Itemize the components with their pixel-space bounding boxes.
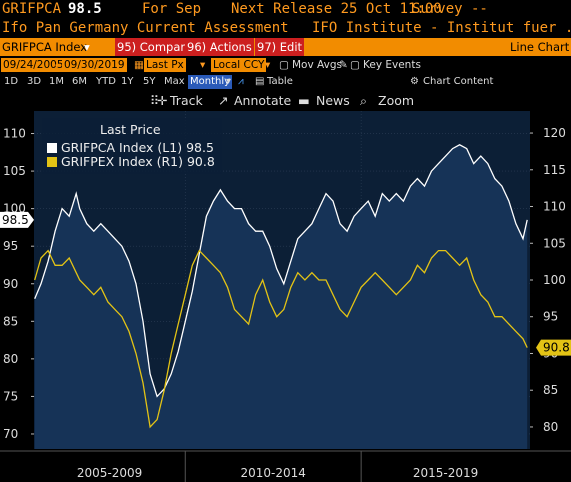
pencil-icon[interactable]: ✎ <box>339 59 348 71</box>
zoom-button[interactable]: Zoom <box>378 93 415 108</box>
current-value-tag-right: 90.8 <box>536 339 571 356</box>
x-axis: 2005-2009 2010-2014 2015-2019 <box>0 450 571 482</box>
range-1y[interactable]: 1Y <box>121 76 134 87</box>
range-5y[interactable]: 5Y <box>143 76 156 87</box>
series-description: Ifo Pan Germany Current Assessment <box>2 20 289 36</box>
frequency-select[interactable]: Monthly <box>188 75 233 89</box>
currency-dropdown-icon[interactable]: ▾ <box>265 59 271 71</box>
end-date-field[interactable]: 09/30/2019 <box>62 58 127 72</box>
track-icon[interactable]: ✛ <box>157 93 168 108</box>
track-button[interactable]: Track <box>170 93 203 108</box>
chart-toolbar: ⠿ ✛ Track ↗ Annotate ▬ News ⌕ Zoom <box>0 91 571 111</box>
range-ytd[interactable]: YTD <box>96 76 116 87</box>
edit-button[interactable]: 97) Edit <box>255 38 305 56</box>
start-date-field[interactable]: 09/24/2005 <box>1 58 66 72</box>
range-3d[interactable]: 3D <box>27 76 42 87</box>
compare-button[interactable]: 95) Compare <box>115 38 194 56</box>
left-tick-label: 85 <box>3 314 18 328</box>
current-value-left: 98.5 <box>2 213 29 227</box>
legend-swatch-2 <box>47 157 57 167</box>
security-dropdown-icon[interactable]: ▾ <box>84 40 90 54</box>
right-tick-label: 110 <box>543 200 566 214</box>
left-tick-label: 90 <box>3 277 18 291</box>
left-tick-label: 70 <box>3 427 18 441</box>
table-button[interactable]: Table <box>267 76 293 87</box>
left-tick-label: 95 <box>3 239 18 253</box>
zoom-icon[interactable]: ⌕ <box>360 93 368 108</box>
annotate-button[interactable]: Annotate <box>234 93 292 108</box>
options-bar: 09/24/2005 - 09/30/2019 ▦ Last Px ▾ Loca… <box>0 57 571 73</box>
last-value: 98.5 <box>68 1 102 17</box>
legend-entry-1: GRIFPCA Index (L1) 98.5 <box>61 140 214 155</box>
period-label: For Sep <box>142 1 202 17</box>
security-field[interactable]: GRIFPCA Index <box>2 40 88 54</box>
current-value-tag-left: 98.5 <box>0 211 34 228</box>
table-icon[interactable]: ▤ <box>255 76 265 87</box>
right-tick-label: 115 <box>543 163 566 177</box>
right-tick-label: 80 <box>543 420 558 434</box>
field-dropdown-icon[interactable]: ▾ <box>200 59 206 71</box>
next-release: Next Release 25 Oct 11:00 <box>231 1 442 17</box>
annotate-icon[interactable]: ↗ <box>218 93 229 108</box>
key-events-label[interactable]: Key Events <box>363 59 421 71</box>
x-axis-label: 2005-2009 <box>77 466 142 480</box>
range-1d[interactable]: 1D <box>4 76 19 87</box>
field-select[interactable]: Last Px <box>144 58 186 72</box>
right-axis: 80859095100105110115120 <box>530 126 566 434</box>
frequency-dropdown-icon[interactable]: ▾ <box>226 76 232 87</box>
chart-content-button[interactable]: Chart Content <box>423 76 494 87</box>
x-axis-label: 2015-2019 <box>413 466 478 480</box>
legend-title: Last Price <box>100 122 161 137</box>
chart-type-icon[interactable]: ⩘ <box>238 76 244 87</box>
legend-entry-2: GRIFPEX Index (R1) 90.8 <box>61 154 215 169</box>
news-icon[interactable]: ▬ <box>298 93 310 108</box>
current-value-right: 90.8 <box>543 341 570 355</box>
right-tick-label: 85 <box>543 383 558 397</box>
series1-line[interactable] <box>34 144 528 398</box>
left-tick-label: 75 <box>3 389 18 403</box>
right-tick-label: 100 <box>543 273 566 287</box>
ticker-header: GRIFPCA 98.5 For Sep Next Release 25 Oct… <box>0 0 571 19</box>
view-label: Line Chart <box>510 40 570 54</box>
source-label: IFO Institute - Institut fuer ... <box>312 20 571 36</box>
series1-area <box>34 144 528 450</box>
mov-avgs-label[interactable]: Mov Avgs <box>292 59 342 71</box>
description-line: Ifo Pan Germany Current Assessment IFO I… <box>0 19 571 37</box>
right-tick-label: 120 <box>543 126 566 140</box>
drag-handle-icon[interactable]: ⠿ <box>150 93 160 108</box>
range-6m[interactable]: 6M <box>72 76 87 87</box>
left-tick-label: 110 <box>3 127 26 141</box>
legend: Last Price GRIFPCA Index (L1) 98.5 GRIFP… <box>42 118 222 174</box>
key-events-checkbox[interactable]: ▢ <box>350 59 360 71</box>
actions-button[interactable]: 96) Actions <box>185 38 254 56</box>
range-1m[interactable]: 1M <box>49 76 64 87</box>
series2-line[interactable] <box>34 249 528 429</box>
x-axis-label: 2010-2014 <box>240 466 305 480</box>
range-max[interactable]: Max <box>164 76 185 87</box>
news-button[interactable]: News <box>316 93 350 108</box>
mov-avgs-checkbox[interactable]: ▢ <box>279 59 289 71</box>
currency-select[interactable]: Local CCY <box>211 58 267 72</box>
chart-content-icon[interactable]: ⚙ <box>410 76 419 87</box>
right-tick-label: 95 <box>543 310 558 324</box>
left-tick-label: 105 <box>3 164 26 178</box>
right-tick-label: 105 <box>543 236 566 250</box>
legend-swatch-1 <box>47 143 57 153</box>
legend-box <box>42 118 222 174</box>
left-tick-label: 80 <box>3 352 18 366</box>
range-bar: 1D 3D 1M 6M YTD 1Y 5Y Max Monthly ▾ ⩘ ▤ … <box>0 74 571 90</box>
survey-label: Survey -- <box>412 1 488 17</box>
ticker-symbol: GRIFPCA <box>2 1 62 17</box>
date-separator: - <box>54 59 58 71</box>
command-bar: GRIFPCA Index ▾ 95) Compare 96) Actions … <box>0 38 571 56</box>
calendar-icon[interactable]: ▦ <box>134 59 144 71</box>
